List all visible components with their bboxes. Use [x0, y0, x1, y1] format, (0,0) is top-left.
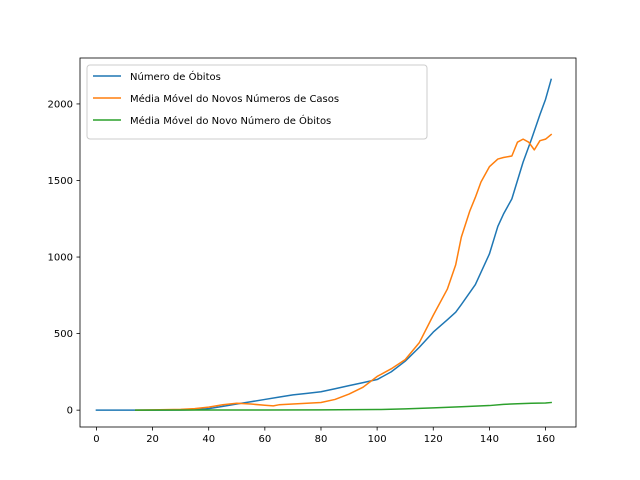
x-tick-label: 80 — [315, 434, 328, 445]
series-layer — [95, 78, 553, 411]
legend-label: Média Móvel do Novos Números de Casos — [130, 93, 339, 105]
axes-layer: 0 20 40 60 80 100 120 140 160 0 500 1000 1500 2000 — [48, 57, 577, 445]
series-line-3 — [134, 401, 552, 411]
x-tick-label: 60 — [258, 434, 271, 445]
x-tick-label: 40 — [202, 434, 215, 445]
y-tick-label: 1500 — [48, 176, 73, 187]
series-line-2 — [134, 133, 553, 411]
legend-box — [86, 64, 428, 140]
y-tick-label: 500 — [54, 329, 73, 340]
legend: Número de Óbitos Média Móvel do Novos Núm… — [86, 64, 428, 140]
x-tick-label: 100 — [368, 434, 387, 445]
x-tick-label: 160 — [536, 434, 555, 445]
x-tick-label: 0 — [93, 434, 99, 445]
axes-frame — [79, 57, 577, 428]
x-tick-label: 120 — [424, 434, 443, 445]
y-tick-label: 0 — [67, 406, 73, 417]
x-tick-label: 20 — [146, 434, 159, 445]
x-tick-label: 140 — [480, 434, 499, 445]
legend-label: Média Móvel do Novo Número de Óbitos — [130, 114, 331, 127]
y-tick-label: 2000 — [48, 99, 73, 110]
series-line-1 — [95, 78, 553, 411]
y-tick-label: 1000 — [48, 253, 73, 264]
legend-label: Número de Óbitos — [130, 70, 221, 83]
